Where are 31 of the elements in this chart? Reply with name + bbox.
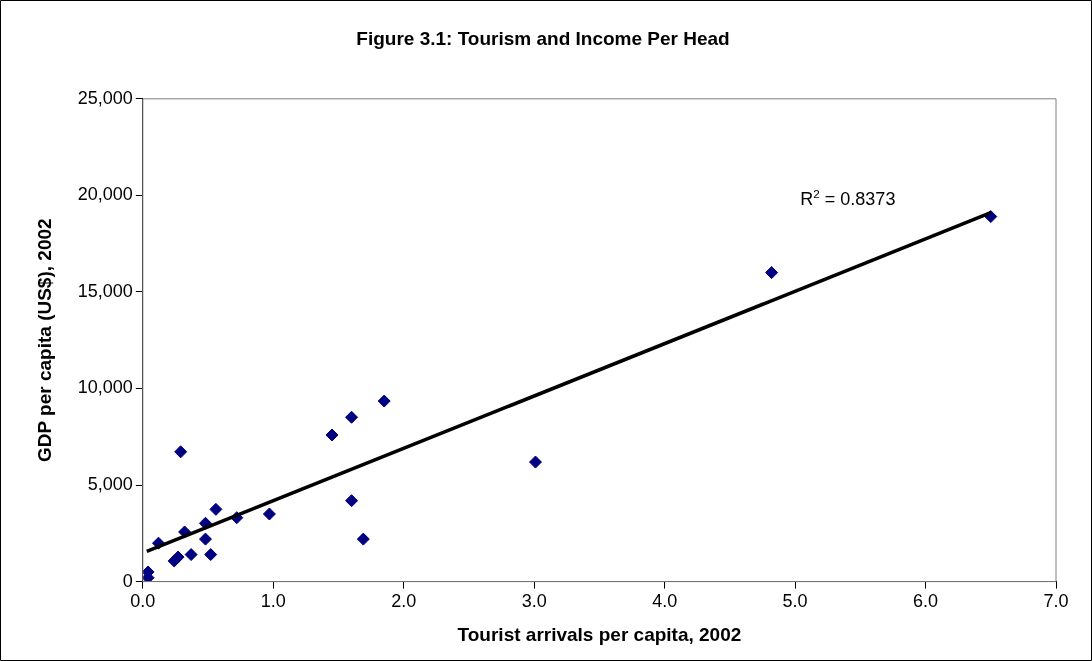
x-tick-label: 6.0 xyxy=(913,591,939,612)
point xyxy=(198,532,212,546)
x-tick-label: 4.0 xyxy=(652,591,678,612)
x-tick-label: 0.0 xyxy=(130,591,156,612)
y-tick-label: 20,000 xyxy=(77,184,133,205)
point xyxy=(356,532,370,546)
y-tick-label: 15,000 xyxy=(77,280,133,301)
point xyxy=(174,445,188,459)
x-tick-label: 5.0 xyxy=(782,591,808,612)
y-tick-label: 5,000 xyxy=(87,474,133,495)
point xyxy=(171,550,185,564)
x-tick-label: 1.0 xyxy=(260,591,286,612)
x-axis-title: Tourist arrivals per capita, 2002 xyxy=(457,623,742,645)
x-tick-label: 7.0 xyxy=(1043,591,1069,612)
y-tick-label: 25,000 xyxy=(77,87,133,108)
point xyxy=(325,428,339,442)
point xyxy=(529,455,543,469)
y-tick-label: 10,000 xyxy=(77,377,133,398)
point xyxy=(204,548,218,562)
point xyxy=(345,410,359,424)
y-axis-title: GDP per capita (US$), 2002 xyxy=(33,218,55,462)
point xyxy=(209,502,223,516)
point xyxy=(765,266,779,280)
point xyxy=(262,507,276,521)
point xyxy=(377,394,391,408)
x-tick-label: 2.0 xyxy=(391,591,417,612)
point xyxy=(184,548,198,562)
point xyxy=(345,494,359,508)
x-tick-label: 3.0 xyxy=(521,591,547,612)
y-tick-label: 0 xyxy=(122,570,133,591)
chart-title: Figure 3.1: Tourism and Income Per Head xyxy=(356,27,730,49)
